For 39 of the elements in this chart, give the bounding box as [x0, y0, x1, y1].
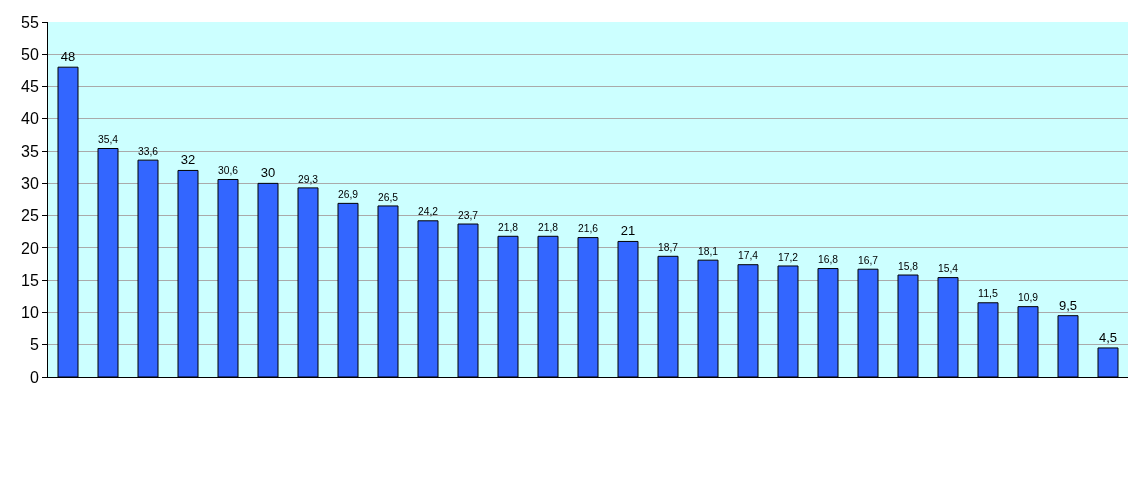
- y-tick-label: 50: [21, 45, 39, 63]
- y-tick-label: 25: [21, 207, 39, 225]
- data-label: 21,6: [578, 223, 599, 235]
- data-label: 24,2: [418, 206, 439, 218]
- y-tick-label: 55: [21, 13, 39, 31]
- data-label: 35,4: [98, 134, 119, 146]
- data-label: 15,4: [938, 263, 959, 275]
- y-tick-label: 15: [21, 271, 39, 289]
- data-label: 30,6: [218, 165, 239, 177]
- data-label: 15,8: [898, 260, 919, 272]
- y-tick-label: 0: [29, 368, 39, 386]
- y-tick-label: 30: [21, 174, 39, 192]
- data-label: 23,7: [458, 209, 479, 221]
- y-tick-label: 5: [29, 336, 39, 354]
- data-label: 4,5: [1098, 329, 1118, 345]
- data-label: 10,9: [1018, 292, 1039, 304]
- y-tick-label: 20: [21, 239, 39, 257]
- data-label: 16,7: [858, 254, 879, 266]
- data-label: 11,5: [978, 287, 999, 300]
- data-label: 16,8: [818, 254, 839, 266]
- data-label: 33,6: [138, 145, 159, 157]
- data-label: 18,7: [658, 241, 679, 253]
- data-label: 26,5: [378, 191, 399, 203]
- y-tick-label: 45: [21, 78, 39, 96]
- data-label: 9,5: [1058, 297, 1078, 313]
- y-tick-label: 40: [21, 110, 39, 128]
- data-label: 21,8: [538, 221, 559, 233]
- data-label: 32: [180, 152, 196, 168]
- data-label: 26,9: [338, 189, 359, 200]
- data-label: 17,4: [738, 250, 759, 262]
- data-label: 21: [620, 223, 636, 239]
- data-label: 29,3: [298, 173, 319, 185]
- data-label: 18,1: [698, 245, 719, 257]
- y-tick-label: 35: [21, 142, 39, 160]
- data-label: 17,2: [778, 251, 799, 263]
- data-label: 30: [260, 165, 276, 181]
- y-tick-label: 10: [21, 304, 39, 322]
- data-label: 48: [60, 49, 76, 65]
- data-label: 21,8: [498, 221, 519, 233]
